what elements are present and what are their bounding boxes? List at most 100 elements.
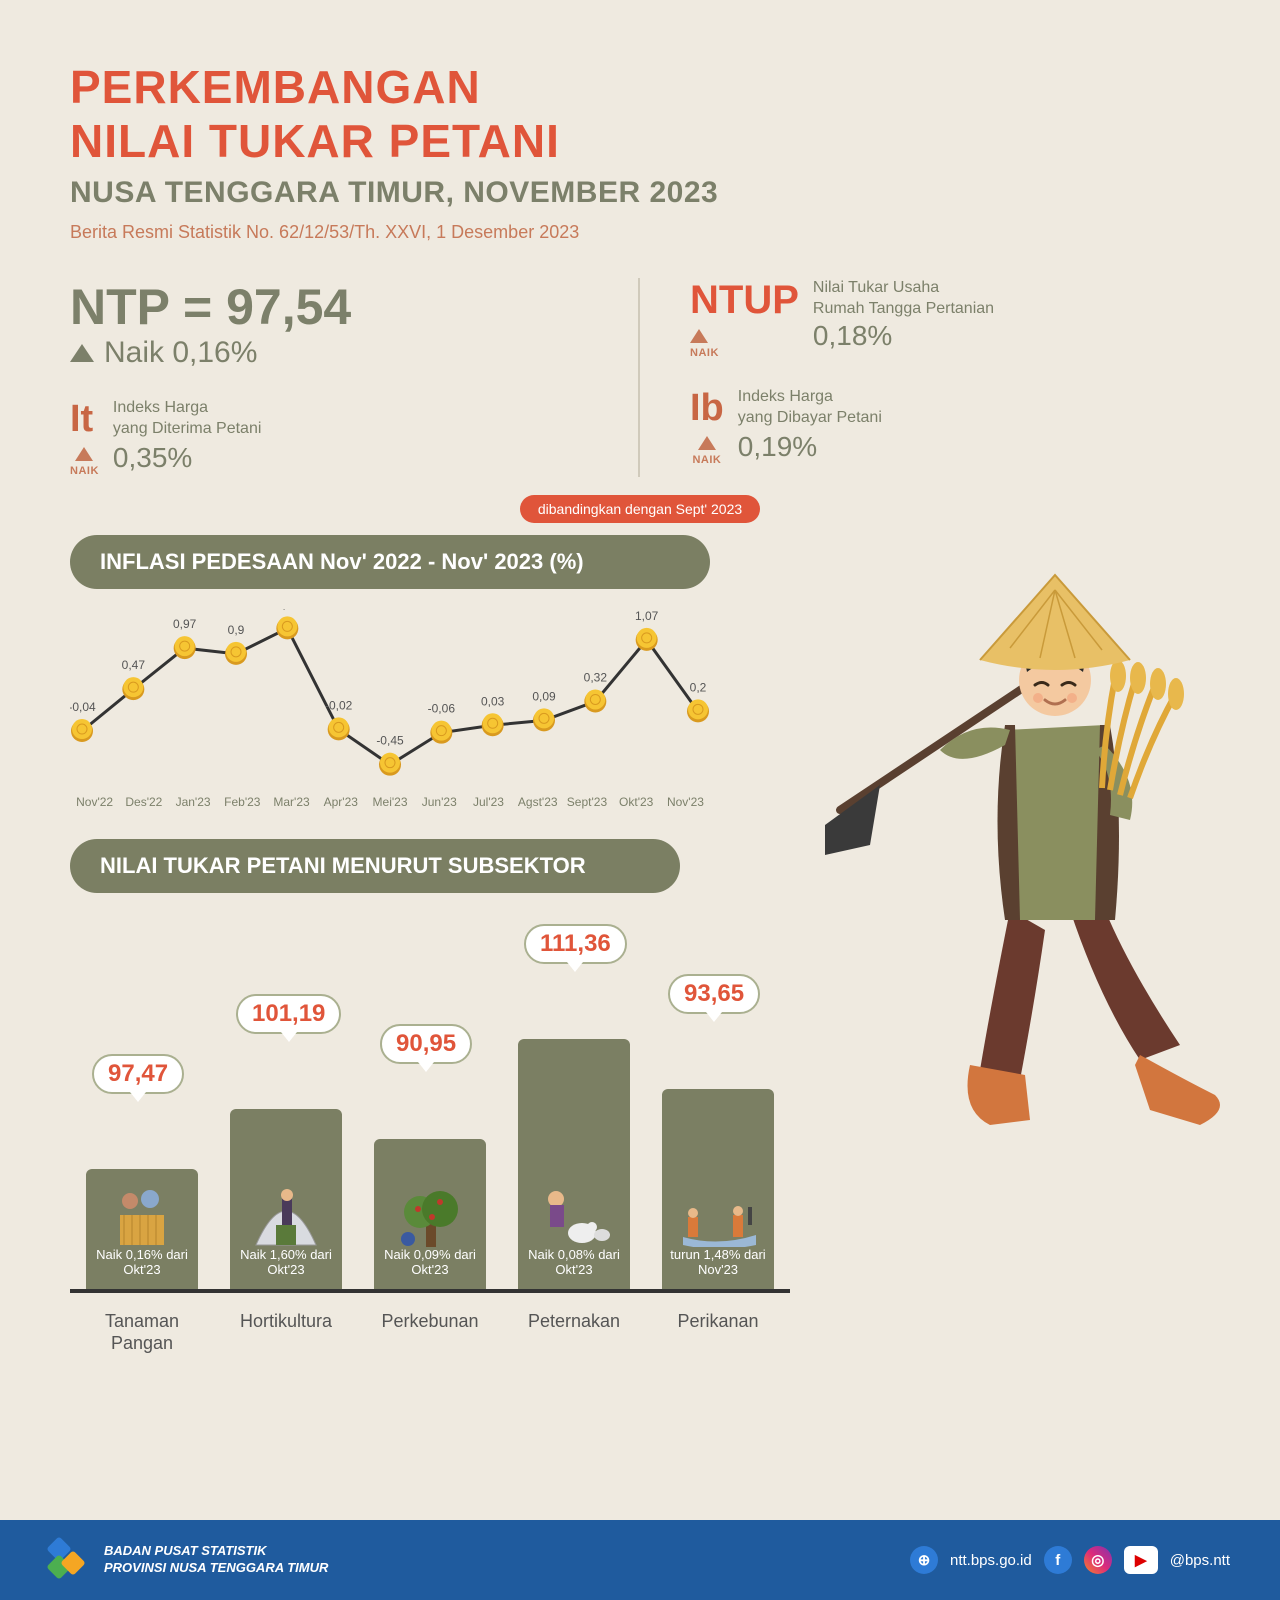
svg-text:-0,45: -0,45 bbox=[376, 734, 404, 748]
up-arrow-icon bbox=[70, 344, 94, 362]
value-bubble: 90,95 bbox=[380, 1024, 472, 1064]
it-desc-2: yang Diterima Petani bbox=[113, 419, 262, 440]
bar-note: turun 1,48% dari Nov'23 bbox=[670, 1247, 766, 1277]
ntup-desc-2: Rumah Tangga Pertanian bbox=[813, 299, 994, 320]
up-arrow-icon bbox=[698, 436, 716, 450]
it-value: 0,35% bbox=[113, 442, 262, 474]
category-label: Perkebunan bbox=[358, 1311, 502, 1354]
x-axis-label: Agst'23 bbox=[513, 795, 562, 809]
up-arrow-icon bbox=[690, 329, 708, 343]
fishing-icon bbox=[678, 1187, 758, 1247]
x-axis-label: Feb'23 bbox=[218, 795, 267, 809]
category-label: Hortikultura bbox=[214, 1311, 358, 1354]
ntp-value: NTP = 97,54 bbox=[70, 278, 598, 336]
footer-url: ntt.bps.go.id bbox=[950, 1552, 1032, 1569]
ntup-desc-1: Nilai Tukar Usaha bbox=[813, 278, 994, 299]
ntup-desc-col: Nilai Tukar Usaha Rumah Tangga Pertanian… bbox=[813, 278, 994, 352]
subsektor-bar: turun 1,48% dari Nov'23 bbox=[662, 1089, 774, 1289]
metrics-grid: NTP = 97,54 Naik 0,16% It NAIK Indeks Ha… bbox=[70, 278, 1210, 477]
bar-note: Naik 0,08% dari Okt'23 bbox=[526, 1247, 622, 1277]
subsektor-bar: Naik 0,08% dari Okt'23 bbox=[518, 1039, 630, 1289]
subsektor-category-labels: TanamanPanganHortikulturaPerkebunanPeter… bbox=[70, 1311, 790, 1354]
x-axis-label: Nov'23 bbox=[661, 795, 710, 809]
x-axis-label: Okt'23 bbox=[612, 795, 661, 809]
x-axis-label: Mei'23 bbox=[365, 795, 414, 809]
naik-label: NAIK bbox=[692, 454, 721, 466]
bar-note: Naik 0,09% dari Okt'23 bbox=[382, 1247, 478, 1277]
value-bubble: 111,36 bbox=[524, 924, 627, 964]
svg-text:0,97: 0,97 bbox=[173, 617, 197, 631]
x-axis-label: Nov'22 bbox=[70, 795, 119, 809]
ib-value: 0,19% bbox=[738, 431, 882, 463]
subsektor-header: NILAI TUKAR PETANI MENURUT SUBSEKTOR bbox=[70, 839, 680, 893]
svg-text:0,03: 0,03 bbox=[481, 694, 505, 708]
svg-text:0,32: 0,32 bbox=[584, 670, 608, 684]
subsektor-bar: Naik 1,60% dari Okt'23 bbox=[230, 1109, 342, 1289]
svg-text:-0,02: -0,02 bbox=[325, 698, 353, 712]
subnote: Berita Resmi Statistik No. 62/12/53/Th. … bbox=[70, 222, 1210, 243]
youtube-icon: ▶ bbox=[1124, 1546, 1158, 1574]
ntup-block: NTUP NAIK Nilai Tukar Usaha Rumah Tangga… bbox=[690, 278, 1210, 359]
title-line-1: PERKEMBANGAN bbox=[70, 60, 1210, 114]
x-axis-label: Mar'23 bbox=[267, 795, 316, 809]
bps-logo-icon bbox=[50, 1540, 90, 1580]
ib-code: Ib bbox=[690, 387, 724, 430]
up-arrow-icon bbox=[75, 447, 93, 461]
ib-desc-2: yang Dibayar Petani bbox=[738, 408, 882, 429]
svg-text:-0,04: -0,04 bbox=[70, 700, 96, 714]
facebook-icon: f bbox=[1044, 1546, 1072, 1574]
wheat-icon bbox=[102, 1187, 182, 1247]
x-axis-label: Jun'23 bbox=[415, 795, 464, 809]
globe-icon: ⊕ bbox=[910, 1546, 938, 1574]
title-line-2: NILAI TUKAR PETANI bbox=[70, 114, 1210, 168]
metrics-right: NTUP NAIK Nilai Tukar Usaha Rumah Tangga… bbox=[640, 278, 1210, 477]
svg-text:0,2: 0,2 bbox=[690, 680, 707, 694]
x-axis-label: Apr'23 bbox=[316, 795, 365, 809]
svg-text:0,47: 0,47 bbox=[122, 658, 146, 672]
x-axis-label: Jan'23 bbox=[168, 795, 217, 809]
ntp-change: Naik 0,16% bbox=[70, 336, 598, 370]
subsektor-bar: Naik 0,16% dari Okt'23 bbox=[86, 1169, 198, 1289]
category-label: TanamanPangan bbox=[70, 1311, 214, 1354]
ntp-change-text: Naik 0,16% bbox=[104, 336, 257, 370]
inflasi-chart: -0,040,470,970,91,21-0,02-0,45-0,060,030… bbox=[70, 609, 710, 809]
ib-block: Ib NAIK Indeks Harga yang Dibayar Petani… bbox=[690, 387, 1210, 466]
farmer-illustration bbox=[820, 550, 1240, 1150]
ib-desc-1: Indeks Harga bbox=[738, 387, 882, 408]
greenhouse-icon bbox=[246, 1187, 326, 1247]
it-desc-1: Indeks Harga bbox=[113, 398, 262, 419]
footer-right: ⊕ ntt.bps.go.id f ◎ ▶ @bps.ntt bbox=[910, 1546, 1230, 1574]
x-axis-label: Jul'23 bbox=[464, 795, 513, 809]
it-code: It bbox=[70, 398, 99, 441]
subsektor-bar: Naik 0,09% dari Okt'23 bbox=[374, 1139, 486, 1289]
it-code-col: It NAIK bbox=[70, 398, 99, 477]
svg-text:-0,06: -0,06 bbox=[428, 702, 456, 716]
value-bubble: 97,47 bbox=[92, 1054, 184, 1094]
livestock-icon bbox=[534, 1187, 614, 1247]
ntup-value: 0,18% bbox=[813, 320, 994, 352]
ib-code-col: Ib NAIK bbox=[690, 387, 724, 466]
inflasi-line-svg: -0,040,470,970,91,21-0,02-0,45-0,060,030… bbox=[70, 609, 710, 789]
compare-row: dibandingkan dengan Sept' 2023 bbox=[70, 477, 1210, 523]
category-label: Peternakan bbox=[502, 1311, 646, 1354]
it-block: It NAIK Indeks Harga yang Diterima Petan… bbox=[70, 398, 598, 477]
naik-label: NAIK bbox=[690, 347, 719, 359]
value-bubble: 93,65 bbox=[668, 974, 760, 1014]
value-bubble: 101,19 bbox=[236, 994, 341, 1034]
footer-bar: BADAN PUSAT STATISTIK PROVINSI NUSA TENG… bbox=[0, 1520, 1280, 1600]
subsektor-bars: Naik 0,16% dari Okt'23 97,47 Naik 1,60% da… bbox=[70, 933, 790, 1293]
tree-icon bbox=[390, 1187, 470, 1247]
compare-pill: dibandingkan dengan Sept' 2023 bbox=[520, 495, 760, 523]
it-desc-col: Indeks Harga yang Diterima Petani 0,35% bbox=[113, 398, 262, 474]
bar-note: Naik 0,16% dari Okt'23 bbox=[94, 1247, 190, 1277]
x-axis-label: Des'22 bbox=[119, 795, 168, 809]
footer-left: BADAN PUSAT STATISTIK PROVINSI NUSA TENG… bbox=[50, 1540, 328, 1580]
naik-label: NAIK bbox=[70, 465, 99, 477]
infographic-page: PERKEMBANGAN NILAI TUKAR PETANI NUSA TEN… bbox=[0, 0, 1280, 1600]
ntup-code-col: NTUP NAIK bbox=[690, 278, 799, 359]
x-axis-label: Sept'23 bbox=[562, 795, 611, 809]
ib-desc-col: Indeks Harga yang Dibayar Petani 0,19% bbox=[738, 387, 882, 463]
svg-text:0,9: 0,9 bbox=[228, 623, 245, 637]
subtitle: NUSA TENGGARA TIMUR, NOVEMBER 2023 bbox=[70, 176, 1210, 210]
ntup-code: NTUP bbox=[690, 278, 799, 323]
